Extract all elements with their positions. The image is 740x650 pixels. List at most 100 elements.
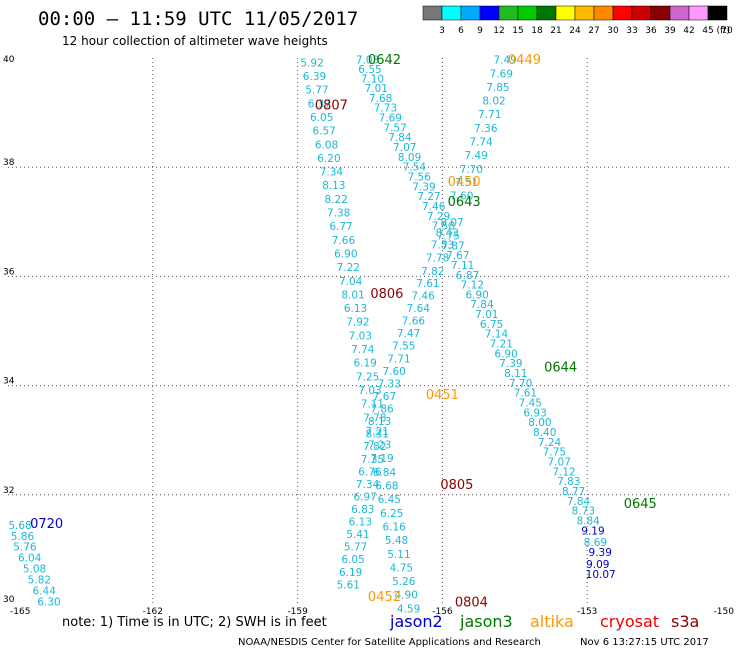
swh-value: 6.77 [329, 221, 352, 233]
swh-value: 7.78 [363, 412, 386, 424]
swh-value: 8.43 [436, 228, 459, 240]
swh-value: 8.00 [528, 417, 551, 429]
scale-tick-label: 21 [550, 26, 561, 36]
swh-value: 5.92 [300, 57, 323, 69]
scale-swatch [650, 5, 671, 21]
scale-swatch [460, 5, 481, 21]
scale-tick-label: 70 [721, 26, 733, 36]
swh-value: 7.45 [519, 398, 542, 410]
swh-value: 7.86 [370, 404, 394, 416]
swh-value: 7.19 [370, 453, 393, 465]
swh-value: 6.87 [456, 270, 479, 282]
swh-value: 6.68 [375, 481, 398, 493]
swh-value: 7.07 [393, 142, 416, 154]
swh-value: 7.73 [374, 103, 397, 115]
swh-value: 7.21 [366, 426, 389, 438]
swh-value: 4.75 [390, 562, 413, 574]
pass-time-label: 0806 [370, 287, 403, 302]
swh-value: 5.86 [11, 531, 35, 543]
swh-value: 6.30 [37, 596, 60, 608]
longitude-label: -150 [714, 607, 735, 617]
swh-value: 4.90 [395, 590, 418, 602]
legend-altika: altika [530, 612, 574, 631]
swh-value: 7.66 [402, 316, 426, 328]
pass-time-label: 0449 [508, 53, 541, 68]
pass-time-label: 0643 [448, 195, 481, 210]
swh-value: 6.90 [334, 248, 357, 260]
swh-value: 7.85 [486, 82, 509, 94]
swh-value: 7.51 [455, 177, 478, 189]
scale-tick-label: 42 [683, 26, 694, 36]
swh-value: 7.78 [426, 252, 449, 264]
scale-swatch [707, 5, 728, 21]
swh-value: 7.36 [474, 123, 498, 135]
swh-value: 6.19 [353, 358, 376, 370]
swh-value: 8.84 [576, 515, 600, 527]
scale-tick-label: 6 [458, 26, 464, 36]
swh-value: 9.09 [586, 559, 609, 571]
footer-credit: NOAA/NESDIS Center for Satellite Applica… [238, 637, 541, 648]
latitude-labels: 40 38 36 34 32 30 [3, 55, 15, 605]
latitude-label: 34 [3, 377, 15, 387]
scale-tick-label: 33 [626, 26, 637, 36]
swh-value: 9.39 [589, 547, 612, 559]
scale-tick-label: 24 [569, 26, 581, 36]
scale-tick-label: 39 [664, 26, 676, 36]
swh-value: 7.22 [337, 262, 360, 274]
swh-value: 7.71 [478, 109, 501, 121]
swh-value: 7.87 [441, 240, 464, 252]
longitude-label: -159 [287, 607, 308, 617]
swh-value: 8.31 [366, 429, 389, 441]
scale-tick-label: 18 [531, 26, 543, 36]
swh-value: 6.44 [33, 585, 57, 597]
latitude-label: 40 [3, 55, 15, 65]
swh-value: 8.11 [504, 368, 527, 380]
swh-value: 7.53 [431, 240, 454, 252]
pass-time-label: 0805 [440, 478, 473, 493]
longitude-label: -165 [10, 607, 30, 617]
swh-value: 7.04 [339, 276, 363, 288]
swh-value: 5.68 [8, 520, 31, 532]
pass-time-label: 0645 [624, 497, 657, 512]
swh-value: 6.25 [380, 508, 403, 520]
swh-value: 7.74 [469, 137, 493, 149]
swh-value: 7.60 [382, 366, 405, 378]
note-text: note: 1) Time is in UTC; 2) SWH is in fe… [62, 615, 327, 630]
swh-values: 7.036.557.107.017.687.737.697.577.847.07… [8, 55, 615, 616]
swh-value: 7.11 [451, 260, 474, 272]
swh-value: 7.55 [392, 341, 415, 353]
swh-value: 7.57 [383, 122, 406, 134]
swh-value: 5.82 [28, 574, 51, 586]
swh-value: 9.19 [581, 525, 604, 537]
swh-value: 6.39 [303, 71, 326, 83]
swh-value: 7.67 [446, 250, 469, 262]
swh-value: 7.12 [461, 280, 484, 292]
footer-timestamp: Nov 6 13:27:15 UTC 2017 [580, 637, 709, 648]
swh-value: 5.77 [344, 542, 367, 554]
legend-cryosat: cryosat [600, 612, 659, 631]
swh-value: 7.03 [349, 330, 372, 342]
swh-value: 7.69 [490, 68, 513, 80]
swh-value: 7.38 [327, 208, 350, 220]
scale-swatch [498, 5, 519, 21]
swh-value: 6.93 [523, 407, 546, 419]
swh-value: 7.34 [320, 167, 344, 179]
swh-value: 7.01 [365, 83, 388, 95]
swh-value: 6.19 [339, 567, 362, 579]
scale-swatch [422, 5, 443, 21]
swh-value: 6.55 [358, 64, 381, 76]
swh-value: 7.70 [509, 378, 532, 390]
swh-value: 6.83 [351, 504, 374, 516]
swh-value: 7.75 [436, 230, 459, 242]
pass-time-label: 0451 [426, 388, 459, 403]
pass-time-label: 0807 [315, 98, 348, 113]
color-scale: 3 6 9 12 15 18 21 24 27 30 33 36 39 42 45 70 [422, 5, 733, 36]
scale-tick-label: 45 [702, 26, 713, 36]
scale-tick-label: 30 [607, 26, 619, 36]
swh-value: 7.84 [567, 496, 591, 508]
scale-tick-label: 15 [512, 26, 523, 36]
swh-value: 7.71 [387, 353, 410, 365]
swh-value: 7.47 [397, 328, 420, 340]
swh-value: 7.82 [421, 266, 444, 278]
